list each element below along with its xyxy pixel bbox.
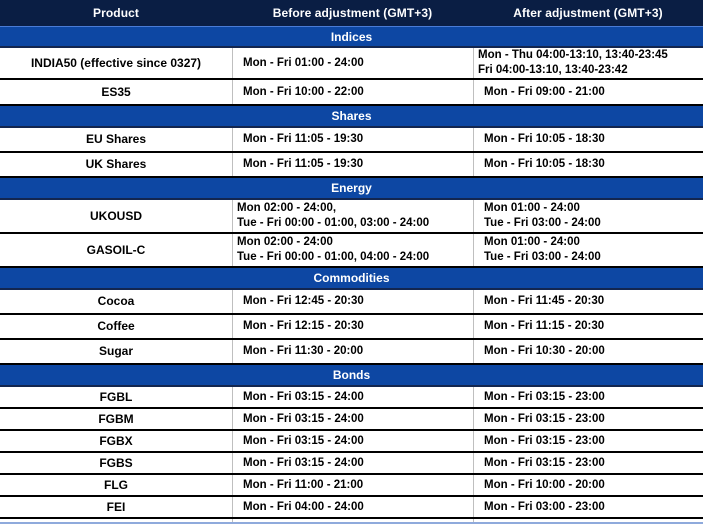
product-cell: UKOUSD bbox=[89, 208, 142, 223]
before-cell: Mon - Fri 03:15 - 24:00 bbox=[232, 387, 473, 407]
after-cell: Mon - Fri 10:05 - 18:30 bbox=[473, 153, 703, 176]
section-header-commodities: Commodities bbox=[0, 268, 703, 290]
table-row-fgbm: FGBM Mon - Fri 03:15 - 24:00 Mon - Fri 0… bbox=[0, 409, 703, 431]
after-cell: Mon - Fri 03:15 - 23:00 bbox=[473, 431, 703, 451]
after-cell: Mon - Fri 03:15 - 23:00 bbox=[473, 387, 703, 407]
table-row-ukousd: UKOUSD Mon 02:00 - 24:00, Tue - Fri 00:0… bbox=[0, 200, 703, 234]
after-cell: Mon 01:00 - 24:00 Tue - Fri 03:00 - 24:0… bbox=[473, 200, 703, 232]
before-cell: Mon 02:00 - 24:00, Tue - Fri 00:00 - 01:… bbox=[232, 200, 473, 232]
table-row-sugar: Sugar Mon - Fri 11:30 - 20:00 Mon - Fri … bbox=[0, 340, 703, 365]
product-cell: ES35 bbox=[101, 84, 131, 99]
product-cell: INDIA50 (effective since 0327) bbox=[30, 55, 202, 70]
section-header-energy: Energy bbox=[0, 178, 703, 200]
table-bottom-edge-cell bbox=[473, 519, 703, 522]
after-cell: Mon - Fri 10:05 - 18:30 bbox=[473, 128, 703, 151]
table-row-gasoil-c: GASOIL-C Mon 02:00 - 24:00 Tue - Fri 00:… bbox=[0, 234, 703, 268]
product-cell: FGBL bbox=[99, 389, 133, 404]
table-bottom-cut-edge bbox=[0, 519, 703, 524]
table-bottom-edge-cell bbox=[232, 519, 473, 522]
after-cell: Mon - Fri 03:15 - 23:00 bbox=[473, 453, 703, 473]
table-row-cocoa: Cocoa Mon - Fri 12:45 - 20:30 Mon - Fri … bbox=[0, 290, 703, 315]
after-cell: Mon - Fri 03:15 - 23:00 bbox=[473, 409, 703, 429]
before-cell: Mon - Fri 11:00 - 21:00 bbox=[232, 475, 473, 495]
table-row-fei: FEI Mon - Fri 04:00 - 24:00 Mon - Fri 03… bbox=[0, 497, 703, 519]
after-cell: Mon - Fri 09:00 - 21:00 bbox=[473, 80, 703, 104]
product-cell: Cocoa bbox=[97, 294, 135, 308]
before-cell: Mon - Fri 01:00 - 24:00 bbox=[232, 48, 473, 78]
product-cell: FGBX bbox=[99, 433, 133, 448]
after-cell: Mon - Fri 11:15 - 20:30 bbox=[473, 315, 703, 338]
product-cell: FEI bbox=[106, 499, 126, 514]
before-cell: Mon - Fri 12:45 - 20:30 bbox=[232, 290, 473, 313]
after-cell: Mon - Fri 11:45 - 20:30 bbox=[473, 290, 703, 313]
product-cell: FGBS bbox=[99, 455, 133, 470]
table-bottom-edge-cell bbox=[0, 519, 232, 522]
product-cell: GASOIL-C bbox=[86, 242, 146, 257]
table-row-fgbl: FGBL Mon - Fri 03:15 - 24:00 Mon - Fri 0… bbox=[0, 387, 703, 409]
table-row-coffee: Coffee Mon - Fri 12:15 - 20:30 Mon - Fri… bbox=[0, 315, 703, 340]
before-cell: Mon - Fri 10:00 - 22:00 bbox=[232, 80, 473, 104]
after-cell: Mon - Thu 04:00-13:10, 13:40-23:45 Fri 0… bbox=[473, 48, 703, 78]
product-cell: FLG bbox=[104, 477, 128, 492]
before-cell: Mon 02:00 - 24:00 Tue - Fri 00:00 - 01:0… bbox=[232, 234, 473, 266]
table-row-fgbx: FGBX Mon - Fri 03:15 - 24:00 Mon - Fri 0… bbox=[0, 431, 703, 453]
table-row-eu-shares: EU Shares Mon - Fri 11:05 - 19:30 Mon - … bbox=[0, 128, 703, 153]
after-cell: Mon - Fri 10:00 - 20:00 bbox=[473, 475, 703, 495]
table-row-uk-shares: UK Shares Mon - Fri 11:05 - 19:30 Mon - … bbox=[0, 153, 703, 178]
product-cell: FGBM bbox=[98, 411, 134, 426]
product-cell: UK Shares bbox=[85, 157, 147, 171]
column-header-product: Product bbox=[92, 6, 140, 20]
section-header-bonds: Bonds bbox=[0, 365, 703, 387]
before-cell: Mon - Fri 11:05 - 19:30 bbox=[232, 128, 473, 151]
before-cell: Mon - Fri 11:30 - 20:00 bbox=[232, 340, 473, 363]
table-row-india50: INDIA50 (effective since 0327) Mon - Fri… bbox=[0, 48, 703, 80]
after-cell: Mon - Fri 10:30 - 20:00 bbox=[473, 340, 703, 363]
table-row-es35: ES35 Mon - Fri 10:00 - 22:00 Mon - Fri 0… bbox=[0, 80, 703, 106]
table-row-flg: FLG Mon - Fri 11:00 - 21:00 Mon - Fri 10… bbox=[0, 475, 703, 497]
product-cell: Coffee bbox=[97, 319, 135, 333]
before-cell: Mon - Fri 03:15 - 24:00 bbox=[232, 431, 473, 451]
section-header-indices: Indices bbox=[0, 26, 703, 48]
before-cell: Mon - Fri 03:15 - 24:00 bbox=[232, 453, 473, 473]
table-row-fgbs: FGBS Mon - Fri 03:15 - 24:00 Mon - Fri 0… bbox=[0, 453, 703, 475]
product-cell: EU Shares bbox=[85, 132, 147, 146]
column-header-before-adjustment: Before adjustment (GMT+3) bbox=[272, 6, 433, 20]
section-header-shares: Shares bbox=[0, 106, 703, 128]
after-cell: Mon 01:00 - 24:00 Tue - Fri 03:00 - 24:0… bbox=[473, 234, 703, 266]
before-cell: Mon - Fri 04:00 - 24:00 bbox=[232, 497, 473, 517]
before-cell: Mon - Fri 03:15 - 24:00 bbox=[232, 409, 473, 429]
table-header-row: Product Before adjustment (GMT+3) After … bbox=[0, 0, 703, 26]
column-header-after-adjustment: After adjustment (GMT+3) bbox=[513, 6, 663, 20]
before-cell: Mon - Fri 11:05 - 19:30 bbox=[232, 153, 473, 176]
product-cell: Sugar bbox=[98, 344, 133, 358]
before-cell: Mon - Fri 12:15 - 20:30 bbox=[232, 315, 473, 338]
after-cell: Mon - Fri 03:00 - 23:00 bbox=[473, 497, 703, 517]
